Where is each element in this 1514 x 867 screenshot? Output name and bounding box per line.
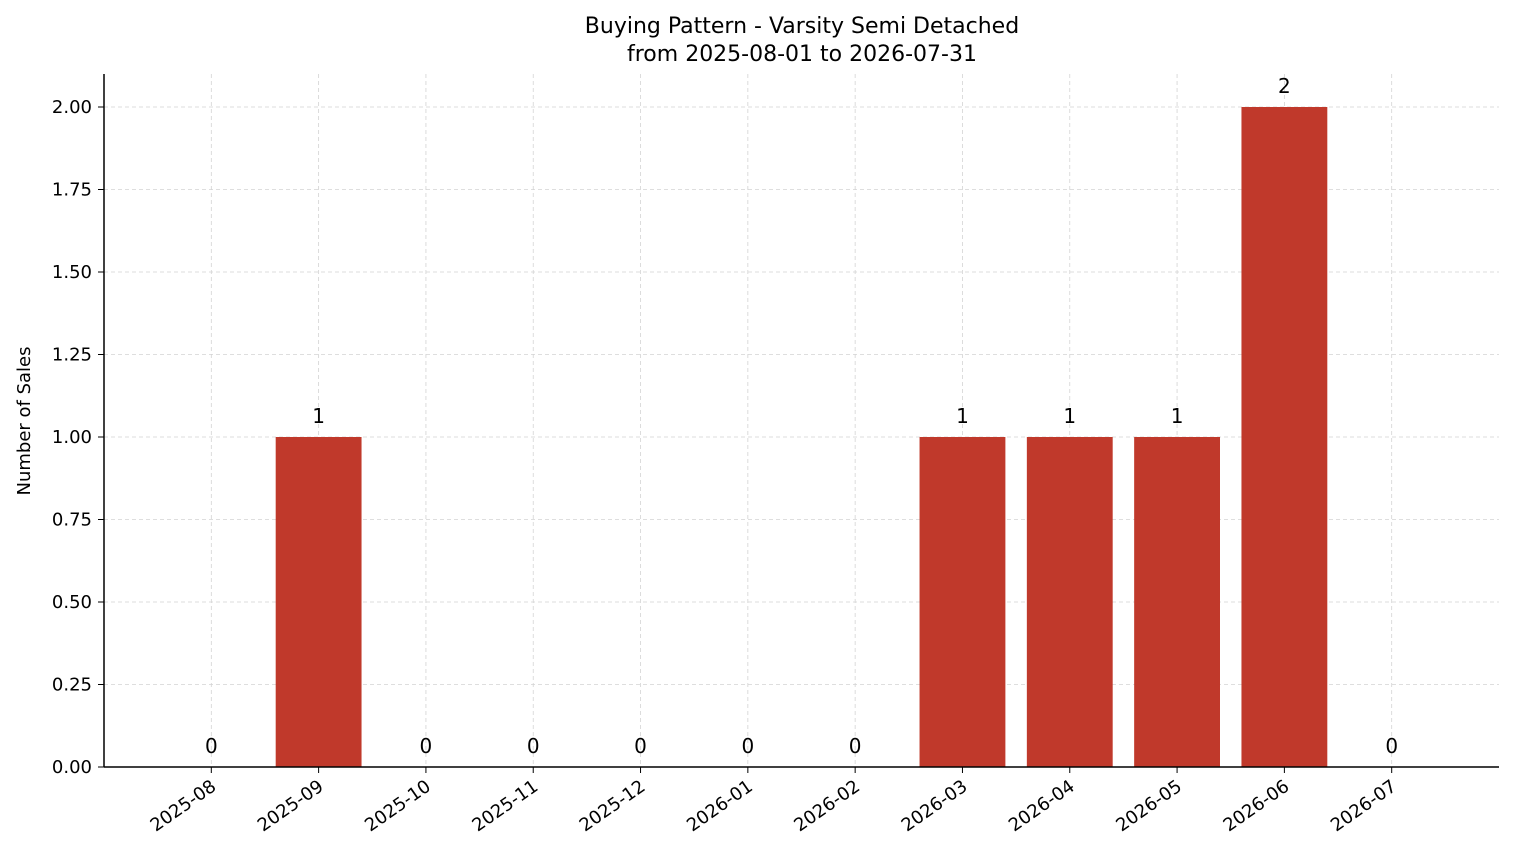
value-label: 0 xyxy=(205,734,218,758)
value-label: 0 xyxy=(1385,734,1398,758)
value-label: 2 xyxy=(1278,74,1291,98)
bar xyxy=(1134,437,1220,767)
value-label: 1 xyxy=(956,404,969,428)
y-tick-label: 0.75 xyxy=(52,510,92,531)
value-label: 0 xyxy=(634,734,647,758)
x-tick-label: 2026-02 xyxy=(790,776,864,836)
chart-title: Buying Pattern - Varsity Semi Detached xyxy=(585,14,1019,39)
bar xyxy=(1026,437,1113,767)
x-tick-label: 2026-03 xyxy=(898,776,972,836)
y-tick-label: 1.25 xyxy=(52,345,92,366)
value-label: 0 xyxy=(527,734,540,758)
x-tick-label: 2026-01 xyxy=(683,776,757,836)
y-tick-label: 0.50 xyxy=(52,592,92,613)
x-tick-label: 2026-05 xyxy=(1112,776,1186,836)
x-tick-label: 2026-06 xyxy=(1220,776,1294,836)
x-tick-label: 2026-04 xyxy=(1005,776,1079,836)
bar xyxy=(275,437,362,767)
y-tick-label: 1.50 xyxy=(52,262,92,283)
y-tick-label: 2.00 xyxy=(52,97,92,118)
y-tick-label: 0.25 xyxy=(52,675,92,696)
x-tick-label: 2025-10 xyxy=(361,776,435,836)
value-label: 0 xyxy=(741,734,754,758)
value-label: 0 xyxy=(849,734,862,758)
value-label: 1 xyxy=(1171,404,1184,428)
x-tick-label: 2025-08 xyxy=(147,776,221,836)
x-tick-label: 2025-12 xyxy=(576,776,650,836)
x-tick-label: 2025-11 xyxy=(468,776,542,836)
x-tick-label: 2025-09 xyxy=(254,776,328,836)
value-label: 1 xyxy=(1063,404,1076,428)
y-tick-label: 1.00 xyxy=(52,427,92,448)
value-label: 0 xyxy=(420,734,433,758)
bar xyxy=(919,437,1006,767)
value-label: 1 xyxy=(312,404,325,428)
y-tick-label: 1.75 xyxy=(52,180,92,201)
chart-subtitle: from 2025-08-01 to 2026-07-31 xyxy=(627,42,977,67)
y-tick-label: 0.00 xyxy=(52,757,92,778)
bar xyxy=(1241,107,1328,767)
x-tick-label: 2026-07 xyxy=(1327,776,1401,836)
y-axis-label: Number of Sales xyxy=(14,346,35,495)
